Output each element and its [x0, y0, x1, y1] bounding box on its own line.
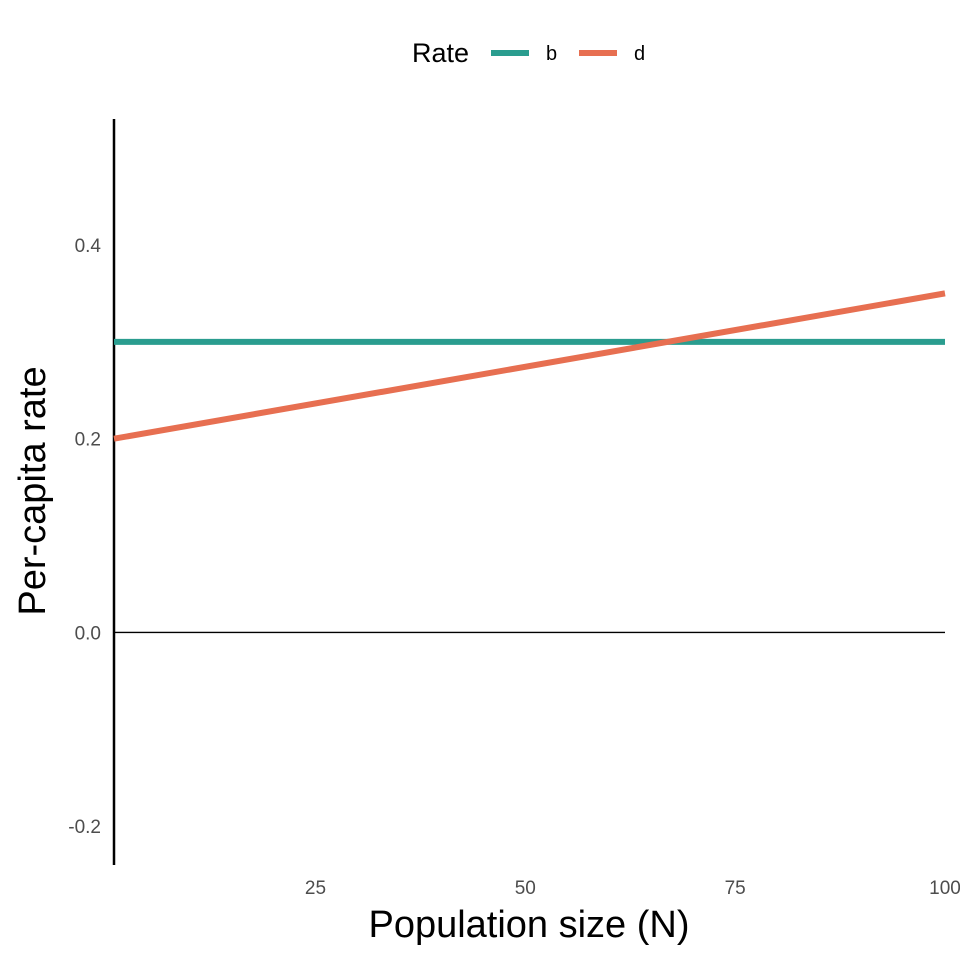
y-axis-title: Per-capita rate: [12, 366, 54, 615]
y-tick-label: 0.4: [75, 236, 102, 257]
legend-title: Rate: [412, 38, 469, 68]
y-tick-label: -0.2: [68, 817, 101, 838]
x-tick-labels: 25 50 75 100: [305, 878, 960, 899]
legend-label-b: b: [546, 43, 557, 65]
y-tick-labels: -0.2 0.0 0.2 0.4: [68, 236, 101, 838]
x-tick-label: 100: [929, 878, 960, 899]
x-tick-label: 25: [305, 878, 326, 899]
legend-label-d: d: [634, 43, 645, 65]
x-tick-label: 75: [725, 878, 746, 899]
series-line-d: [113, 290, 946, 442]
y-tick-label: 0.0: [75, 623, 101, 644]
y-tick-label: 0.2: [75, 430, 101, 451]
series-lines: [113, 290, 946, 442]
x-tick-label: 50: [515, 878, 536, 899]
x-axis-title: Population size (N): [368, 904, 689, 946]
legend: Rate b d: [412, 38, 645, 68]
